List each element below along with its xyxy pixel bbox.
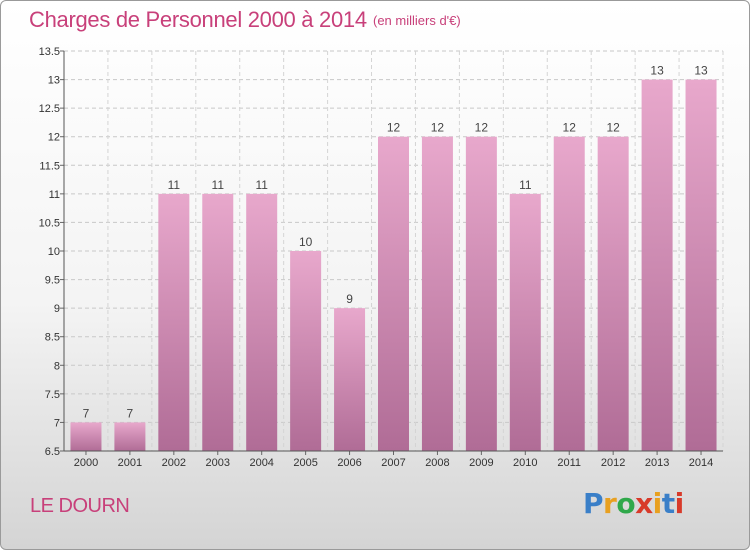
y-tick-label: 6.5 (45, 446, 60, 458)
bar-2010 (509, 193, 541, 451)
logo-letter: o (616, 487, 636, 520)
data-label-2014: 13 (694, 64, 708, 78)
bar-2007 (378, 136, 409, 451)
x-tick-label-2003: 2003 (206, 457, 230, 469)
bar-2008 (421, 136, 453, 451)
y-tick-label: 7 (54, 417, 60, 429)
bar-2003 (202, 193, 234, 451)
y-tick-label: 13.5 (39, 46, 60, 58)
bar-2014 (685, 79, 717, 452)
chart-title: Charges de Personnel 2000 à 2014 (29, 7, 367, 32)
x-tick-label-2010: 2010 (513, 457, 537, 469)
bar-2012 (597, 136, 629, 451)
y-tick-label: 7.5 (45, 389, 60, 401)
y-tick-label: 12.5 (39, 103, 60, 115)
axes: 6.5 7 7.5 8 8.5 9 9.5 10 10.5 11 11.5 12 12.5 13 13.5 2… (39, 46, 723, 469)
y-tick-label: 13 (48, 75, 60, 87)
x-tick-label-2006: 2006 (337, 457, 361, 469)
data-label-2011: 12 (563, 121, 577, 135)
x-tick-label-2005: 2005 (293, 457, 317, 469)
commune-name: LE DOURN (30, 495, 130, 517)
data-label-2001: 7 (127, 406, 134, 420)
y-tick-label: 8.5 (45, 332, 60, 344)
bar-2013 (641, 79, 673, 452)
x-tick-label-2001: 2001 (118, 457, 142, 469)
logo-letter: t (661, 487, 675, 520)
bar-2006 (334, 308, 366, 451)
data-label-2000: 7 (83, 406, 90, 420)
y-tick-label: 11.5 (39, 160, 60, 172)
x-tick-label-2009: 2009 (469, 457, 493, 469)
x-tick-label-2008: 2008 (425, 457, 449, 469)
data-label-2009: 12 (475, 121, 489, 135)
data-label-2007: 12 (387, 121, 401, 135)
y-tick-label: 8 (54, 360, 60, 372)
data-label-2013: 13 (650, 64, 664, 78)
data-label-2006: 9 (346, 292, 353, 306)
x-tick-label-2013: 2013 (645, 457, 669, 469)
data-label-2005: 10 (299, 235, 313, 249)
bar-2002 (158, 193, 190, 451)
y-tick-label: 11 (49, 189, 60, 201)
bar-2000 (70, 422, 102, 451)
x-tick-label-2011: 2011 (557, 457, 581, 469)
data-label-2008: 12 (431, 121, 445, 135)
data-label-2002: 11 (168, 178, 181, 192)
x-tick-label-2012: 2012 (601, 457, 625, 469)
logo-letter: i (652, 487, 663, 520)
x-tick-label-2004: 2004 (249, 457, 273, 469)
bar-2001 (114, 422, 146, 451)
proxiti-logo: Proxiti (583, 487, 684, 520)
bar-2004 (246, 193, 278, 451)
data-label-2004: 11 (255, 178, 268, 192)
bar-2011 (553, 136, 585, 451)
bar-2009 (465, 136, 497, 451)
logo-letter: P (583, 487, 604, 520)
bars: 7 7 11 11 11 10 9 12 12 12 11 12 12 13 13 (70, 64, 717, 452)
data-label-2003: 11 (212, 178, 225, 192)
x-tick-label-2014: 2014 (689, 457, 713, 469)
y-tick-label: 10.5 (39, 217, 60, 229)
logo-letter: x (635, 487, 653, 520)
data-label-2010: 11 (519, 178, 532, 192)
y-tick-label: 9 (54, 303, 60, 315)
x-tick-label-2002: 2002 (162, 457, 186, 469)
bar-2005 (290, 251, 322, 451)
x-tick-label-2000: 2000 (74, 457, 98, 469)
x-tick-label-2007: 2007 (381, 457, 405, 469)
logo-letter: i (674, 487, 685, 520)
y-tick-label: 10 (48, 246, 60, 258)
chart-subtitle: (en milliers d'€) (373, 13, 461, 28)
data-label-2012: 12 (606, 121, 620, 135)
logo-letter: r (603, 487, 617, 520)
y-tick-label: 12 (48, 132, 60, 144)
y-tick-label: 9.5 (45, 275, 60, 287)
